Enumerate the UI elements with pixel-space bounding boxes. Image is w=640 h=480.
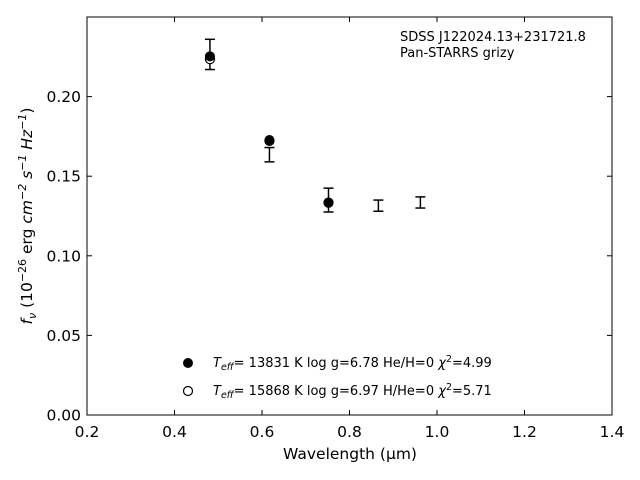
legend-label-filled: Teff= 13831 K log g=6.78 He/H=0 χ2=4.99 [213, 354, 492, 373]
y-axis-title: fν (10−26 erg cm−2 s−1 Hz−1) [16, 108, 39, 325]
errorbar [373, 199, 384, 212]
annotation-object-name: SDSS J122024.13+231721.8 [400, 30, 586, 45]
y-tick-label: 0.15 [46, 168, 81, 186]
y-tick-label: 0.05 [46, 327, 81, 345]
x-tick-label: 1.0 [425, 423, 450, 441]
x-tick-label: 0.8 [337, 423, 362, 441]
x-tick-label: 1.4 [600, 423, 625, 441]
x-tick-label: 0.2 [75, 423, 100, 441]
y-tick-label: 0.20 [46, 88, 81, 106]
legend-marker-open [182, 385, 194, 397]
y-axis: 0.00 0.05 0.10 0.15 0.20 [46, 88, 612, 425]
errorbar [264, 146, 275, 163]
legend-marker-filled [183, 358, 193, 368]
model-point-filled [204, 51, 215, 62]
y-tick-label: 0.00 [46, 407, 81, 425]
plot-area [87, 17, 612, 415]
model-points [204, 51, 334, 208]
model-point-filled [323, 197, 334, 208]
x-tick-label: 0.4 [162, 423, 187, 441]
x-tick-label: 1.2 [512, 423, 537, 441]
annotation-survey: Pan-STARRS grizy [400, 46, 515, 61]
errorbar [415, 196, 426, 209]
x-axis: 0.2 0.4 0.6 0.8 1.0 1.2 1.4 [75, 17, 625, 441]
observed-errorbars [204, 38, 426, 213]
x-tick-label: 0.6 [250, 423, 275, 441]
legend-label-open: Teff= 15868 K log g=6.97 H/He=0 χ2=5.71 [213, 382, 492, 401]
model-point-filled [264, 135, 275, 146]
x-axis-title: Wavelength (μm) [283, 445, 417, 463]
y-tick-label: 0.10 [46, 247, 81, 265]
